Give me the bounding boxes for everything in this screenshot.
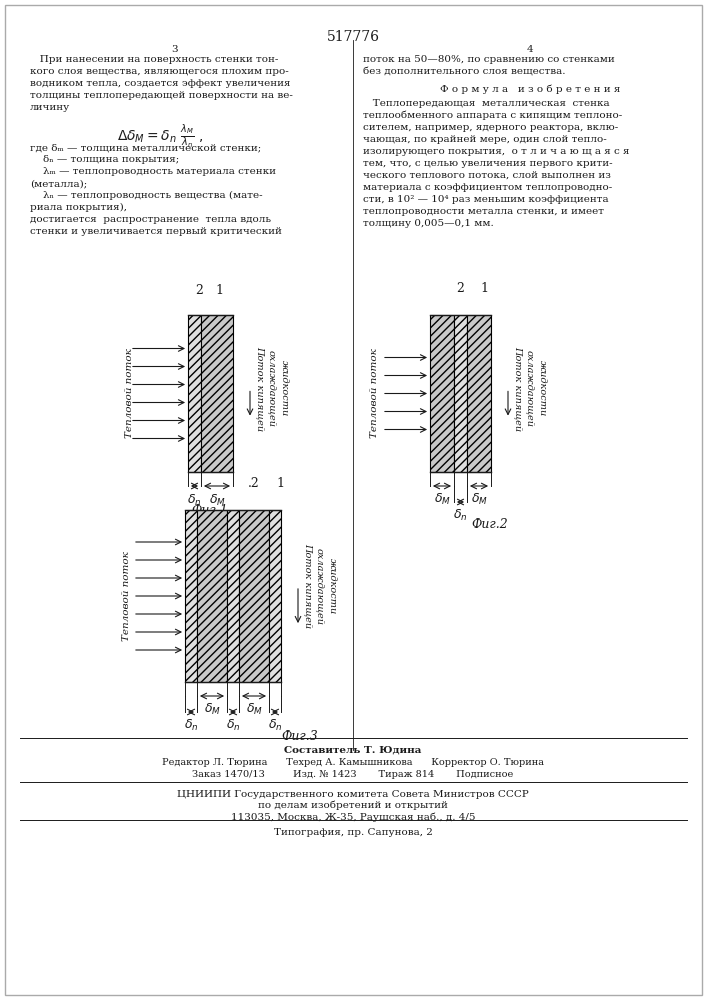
Text: $\delta_M$: $\delta_M$ bbox=[433, 492, 450, 507]
Text: $\delta_n$: $\delta_n$ bbox=[268, 718, 282, 733]
Text: Фиг.3: Фиг.3 bbox=[281, 730, 318, 743]
Bar bbox=[201, 315, 233, 472]
Text: Составитель Т. Юдина: Составитель Т. Юдина bbox=[284, 746, 421, 755]
Text: Поток кипящей: Поток кипящей bbox=[303, 543, 312, 629]
Text: $\delta_M$: $\delta_M$ bbox=[204, 702, 221, 717]
Bar bbox=[188, 315, 201, 472]
Text: Фиг.2: Фиг.2 bbox=[472, 518, 508, 531]
Text: поток на 50—80%, по сравнению со стенками: поток на 50—80%, по сравнению со стенкам… bbox=[363, 55, 615, 64]
Text: Поток кипящей: Поток кипящей bbox=[255, 346, 264, 431]
Text: $\delta_M$: $\delta_M$ bbox=[245, 702, 262, 717]
Text: достигается  распространение  тепла вдоль: достигается распространение тепла вдоль bbox=[30, 215, 271, 224]
Text: жидкости: жидкости bbox=[279, 360, 288, 417]
Bar bbox=[185, 510, 197, 682]
Text: (металла);: (металла); bbox=[30, 179, 87, 188]
Text: $\delta_n$: $\delta_n$ bbox=[184, 718, 198, 733]
Text: При нанесении на поверхность стенки тон-: При нанесении на поверхность стенки тон- bbox=[30, 55, 279, 64]
Text: 1: 1 bbox=[276, 477, 284, 490]
Bar bbox=[269, 510, 281, 682]
Text: Поток кипящей: Поток кипящей bbox=[513, 346, 522, 431]
Text: $\Delta\delta_{M} = \delta_{n}\ \frac{\lambda_{M}}{\lambda_{n}}\ ,$: $\Delta\delta_{M} = \delta_{n}\ \frac{\l… bbox=[117, 122, 203, 150]
Text: толщины теплопередающей поверхности на ве-: толщины теплопередающей поверхности на в… bbox=[30, 91, 293, 100]
Text: сителем, например, ядерного реактора, вклю-: сителем, например, ядерного реактора, вк… bbox=[363, 123, 618, 132]
Text: Теплопередающая  металлическая  стенка: Теплопередающая металлическая стенка bbox=[363, 99, 609, 108]
Text: охлаждающей: охлаждающей bbox=[315, 548, 325, 624]
Text: кого слоя вещества, являющегося плохим про-: кого слоя вещества, являющегося плохим п… bbox=[30, 67, 288, 76]
Text: .2: .2 bbox=[248, 477, 260, 490]
Text: Заказ 1470/13         Изд. № 1423       Тираж 814       Подписное: Заказ 1470/13 Изд. № 1423 Тираж 814 Подп… bbox=[192, 770, 513, 779]
Bar bbox=[467, 315, 491, 472]
Text: риала покрытия),: риала покрытия), bbox=[30, 203, 127, 212]
Text: $\delta_n$: $\delta_n$ bbox=[187, 493, 201, 508]
Text: толщину 0,005—0,1 мм.: толщину 0,005—0,1 мм. bbox=[363, 219, 493, 228]
Text: λₘ — теплопроводность материала стенки: λₘ — теплопроводность материала стенки bbox=[30, 167, 276, 176]
Bar bbox=[197, 510, 227, 682]
Text: теплопроводности металла стенки, и имеет: теплопроводности металла стенки, и имеет bbox=[363, 207, 604, 216]
Text: Тепловой поток: Тепловой поток bbox=[126, 349, 134, 438]
Text: λₙ — теплопроводность вещества (мате-: λₙ — теплопроводность вещества (мате- bbox=[30, 191, 262, 200]
Text: сти, в 10² — 10⁴ раз меньшим коэффициента: сти, в 10² — 10⁴ раз меньшим коэффициент… bbox=[363, 195, 609, 204]
Text: ческого теплового потока, слой выполнен из: ческого теплового потока, слой выполнен … bbox=[363, 171, 611, 180]
Text: Тепловой поток: Тепловой поток bbox=[122, 551, 132, 641]
Text: охлаждающей: охлаждающей bbox=[267, 350, 276, 427]
Text: δₙ — толщина покрытия;: δₙ — толщина покрытия; bbox=[30, 155, 180, 164]
Text: по делам изобретений и открытий: по делам изобретений и открытий bbox=[258, 801, 448, 810]
Text: $\delta_M$: $\delta_M$ bbox=[471, 492, 488, 507]
Text: 4: 4 bbox=[527, 45, 533, 54]
Bar bbox=[227, 510, 239, 682]
Text: Ф о р м у л а   и з о б р е т е н и я: Ф о р м у л а и з о б р е т е н и я bbox=[440, 84, 620, 94]
Text: Типография, пр. Сапунова, 2: Типография, пр. Сапунова, 2 bbox=[274, 828, 433, 837]
Bar bbox=[430, 315, 454, 472]
Text: ЦНИИПИ Государственного комитета Совета Министров СССР: ЦНИИПИ Государственного комитета Совета … bbox=[177, 790, 529, 799]
Text: жидкости: жидкости bbox=[327, 558, 337, 614]
Text: тем, что, с целью увеличения первого крити-: тем, что, с целью увеличения первого кри… bbox=[363, 159, 613, 168]
Text: 1: 1 bbox=[480, 282, 488, 295]
Text: 113035, Москва, Ж-35, Раушская наб., д. 4/5: 113035, Москва, Ж-35, Раушская наб., д. … bbox=[230, 812, 475, 822]
Text: изолирующего покрытия,  о т л и ч а ю щ а я с я: изолирующего покрытия, о т л и ч а ю щ а… bbox=[363, 147, 629, 156]
Text: личину: личину bbox=[30, 103, 70, 112]
Text: 2: 2 bbox=[457, 282, 464, 295]
Text: $\delta_n$: $\delta_n$ bbox=[226, 718, 240, 733]
Text: чающая, по крайней мере, один слой тепло-: чающая, по крайней мере, один слой тепло… bbox=[363, 135, 607, 144]
Text: жидкости: жидкости bbox=[537, 360, 547, 417]
Bar bbox=[239, 510, 269, 682]
Text: 517776: 517776 bbox=[327, 30, 380, 44]
Text: 2: 2 bbox=[196, 284, 204, 297]
Text: Тепловой поток: Тепловой поток bbox=[370, 349, 380, 438]
Text: где δₘ — толщина металлической стенки;: где δₘ — толщина металлической стенки; bbox=[30, 143, 262, 152]
Text: без дополнительного слоя вещества.: без дополнительного слоя вещества. bbox=[363, 67, 566, 76]
Text: теплообменного аппарата с кипящим теплоно-: теплообменного аппарата с кипящим теплон… bbox=[363, 111, 622, 120]
Text: охлаждающей: охлаждающей bbox=[525, 350, 534, 427]
Text: Фиг.1: Фиг.1 bbox=[192, 504, 228, 517]
Text: материала с коэффициентом теплопроводно-: материала с коэффициентом теплопроводно- bbox=[363, 183, 612, 192]
Bar bbox=[454, 315, 467, 472]
Text: стенки и увеличивается первый критический: стенки и увеличивается первый критически… bbox=[30, 227, 282, 236]
Text: Редактор Л. Тюрина      Техред А. Камышникова      Корректор О. Тюрина: Редактор Л. Тюрина Техред А. Камышникова… bbox=[162, 758, 544, 767]
Text: 1: 1 bbox=[215, 284, 223, 297]
Text: 3: 3 bbox=[172, 45, 178, 54]
Text: $\delta_M$: $\delta_M$ bbox=[209, 493, 226, 508]
Text: водником тепла, создается эффект увеличения: водником тепла, создается эффект увеличе… bbox=[30, 79, 291, 88]
Text: $\delta_n$: $\delta_n$ bbox=[453, 508, 468, 523]
